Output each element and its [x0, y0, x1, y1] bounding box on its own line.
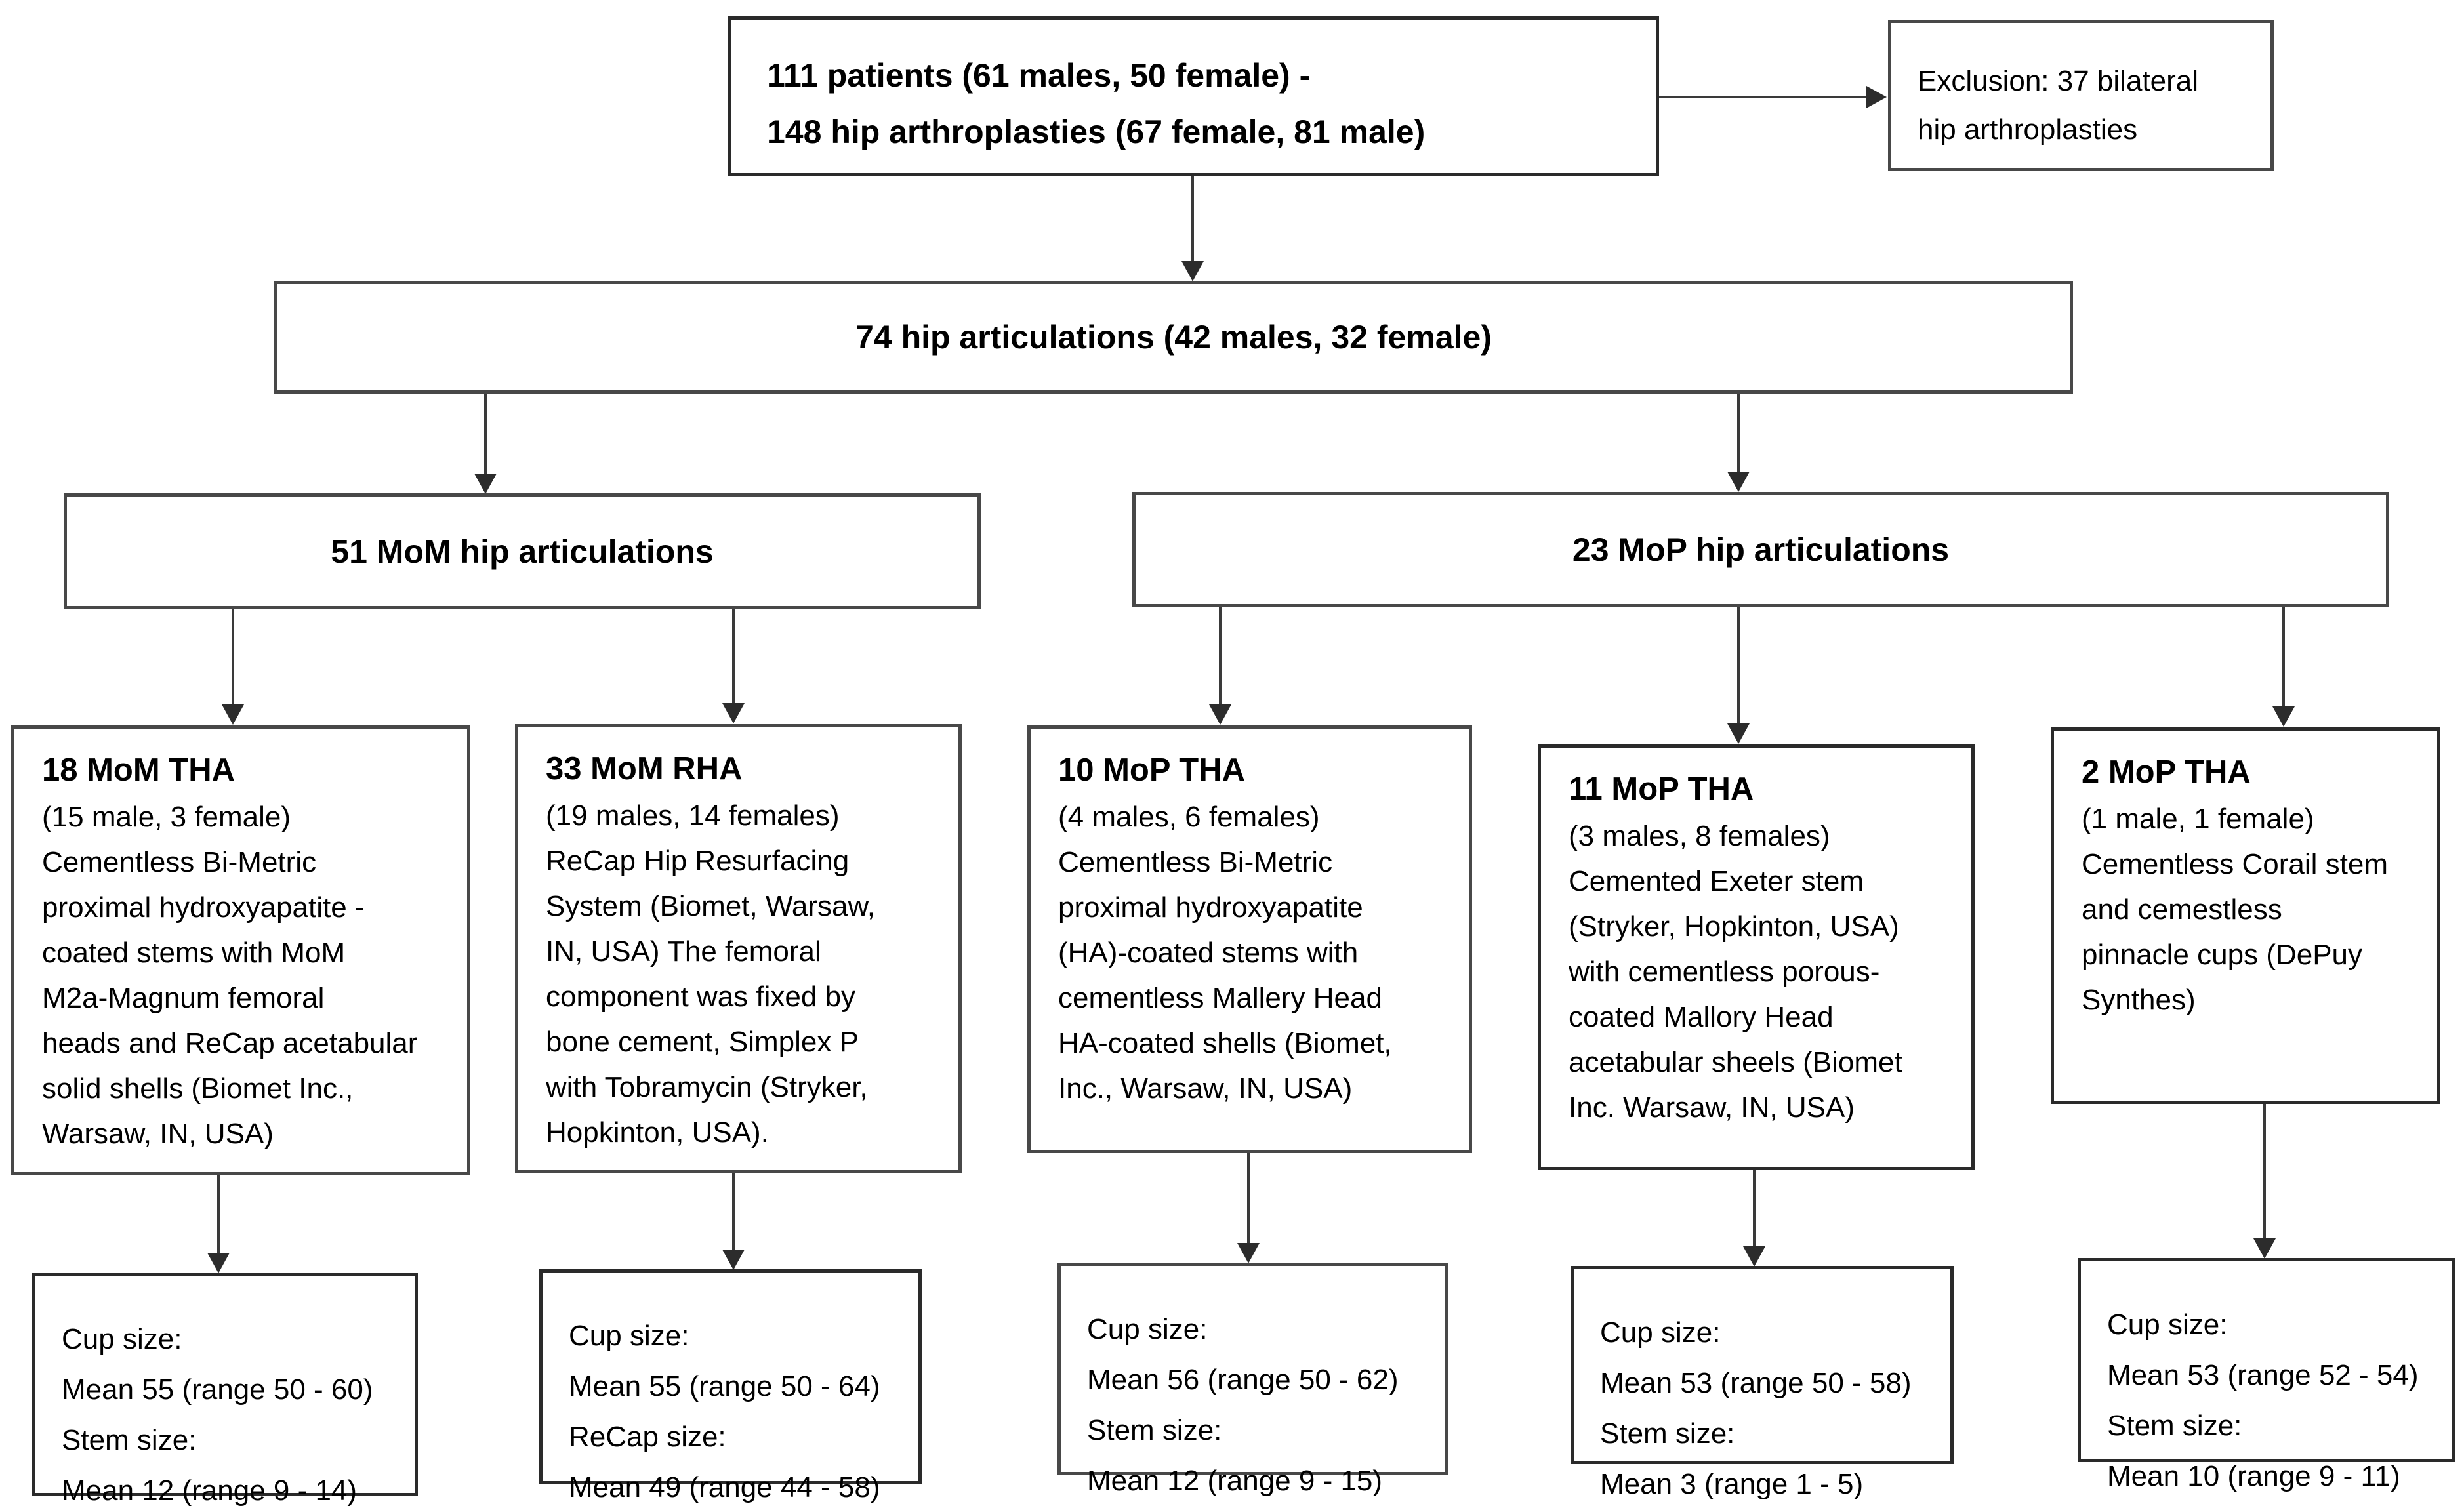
size-text: Cup size: Mean 53 (range 50 - 58) Stem s… — [1600, 1316, 1912, 1500]
connector-line — [1737, 394, 1740, 473]
connector-line — [1219, 607, 1222, 706]
mom-box: 51 MoM hip articulations — [64, 493, 981, 609]
patients-box: 111 patients (61 males, 50 female) - 148… — [728, 16, 1659, 176]
arrow-down-icon — [1743, 1246, 1765, 1267]
group-box-18-mom-tha: 18 MoM THA (15 male, 3 female) Cementles… — [11, 725, 470, 1175]
group-box-10-mop-tha: 10 MoP THA (4 males, 6 females) Cementle… — [1027, 725, 1472, 1153]
size-box-3: Cup size: Mean 56 (range 50 - 62) Stem s… — [1057, 1263, 1448, 1497]
exclusion-text: Exclusion: 37 bilateral hip arthroplasti… — [1918, 65, 2199, 146]
group-box-33-mom-rha: 33 MoM RHA (19 males, 14 females) ReCap … — [515, 724, 962, 1173]
group-title: 18 MoM THA — [42, 752, 235, 788]
arrow-down-icon — [1727, 723, 1750, 744]
size-text: Cup size: Mean 53 (range 52 - 54) Stem s… — [2107, 1309, 2419, 1492]
size-box-5: Cup size: Mean 53 (range 52 - 54) Stem s… — [2078, 1258, 2455, 1492]
connector-line — [1659, 96, 1866, 98]
group-body: (4 males, 6 females) Cementless Bi-Metri… — [1058, 801, 1392, 1105]
arrow-down-icon — [1209, 704, 1231, 725]
connector-line — [1247, 1153, 1250, 1244]
group-body: (3 males, 8 females) Cemented Exeter ste… — [1569, 820, 1902, 1124]
connector-line — [1753, 1170, 1756, 1248]
articulations-box: 74 hip articulations (42 males, 32 femal… — [274, 281, 2073, 394]
group-body: (15 male, 3 female) Cementless Bi-Metric… — [42, 801, 418, 1150]
connector-line — [217, 1175, 220, 1254]
mop-box: 23 MoP hip articulations — [1132, 492, 2389, 607]
connector-line — [732, 609, 735, 704]
arrow-down-icon — [722, 703, 745, 723]
mop-text: 23 MoP hip articulations — [1572, 531, 1950, 568]
mom-text: 51 MoM hip articulations — [331, 533, 714, 570]
patients-text: 111 patients (61 males, 50 female) - 148… — [767, 57, 1426, 150]
connector-line — [2263, 1104, 2266, 1240]
arrow-down-icon — [1181, 261, 1204, 281]
size-box-1: Cup size: Mean 55 (range 50 - 60) Stem s… — [32, 1273, 418, 1507]
group-body: (1 male, 1 female) Cementless Corail ste… — [2082, 803, 2389, 1016]
group-box-2-mop-tha: 2 MoP THA (1 male, 1 female) Cementless … — [2051, 727, 2440, 1104]
size-text: Cup size: Mean 55 (range 50 - 60) Stem s… — [62, 1323, 373, 1507]
connector-line — [1737, 607, 1740, 725]
group-title: 11 MoP THA — [1569, 771, 1754, 807]
arrow-down-icon — [722, 1250, 745, 1270]
size-box-4: Cup size: Mean 53 (range 50 - 58) Stem s… — [1571, 1266, 1954, 1500]
group-title: 2 MoP THA — [2082, 754, 2251, 790]
arrow-down-icon — [222, 704, 244, 725]
size-text: Cup size: Mean 56 (range 50 - 62) Stem s… — [1087, 1313, 1399, 1497]
size-text: Cup size: Mean 55 (range 50 - 64) ReCap … — [569, 1320, 880, 1503]
connector-line — [2282, 607, 2285, 708]
arrow-down-icon — [2272, 706, 2295, 727]
connector-line — [1191, 176, 1194, 262]
group-box-11-mop-tha: 11 MoP THA (3 males, 8 females) Cemented… — [1538, 744, 1975, 1170]
arrow-down-icon — [1237, 1243, 1260, 1263]
arrow-right-icon — [1866, 86, 1887, 108]
connector-line — [732, 1173, 735, 1251]
arrow-down-icon — [474, 474, 497, 494]
exclusion-box: Exclusion: 37 bilateral hip arthroplasti… — [1888, 20, 2274, 171]
connector-line — [484, 394, 487, 475]
group-title: 10 MoP THA — [1058, 752, 1245, 788]
connector-line — [232, 609, 234, 706]
arrow-down-icon — [1727, 472, 1750, 492]
arrow-down-icon — [2253, 1238, 2276, 1259]
arrow-down-icon — [207, 1253, 230, 1273]
size-box-2: Cup size: Mean 55 (range 50 - 64) ReCap … — [539, 1269, 922, 1503]
group-title: 33 MoM RHA — [546, 751, 743, 786]
articulations-text: 74 hip articulations (42 males, 32 femal… — [855, 319, 1492, 356]
group-body: (19 males, 14 females) ReCap Hip Resurfa… — [546, 800, 876, 1149]
